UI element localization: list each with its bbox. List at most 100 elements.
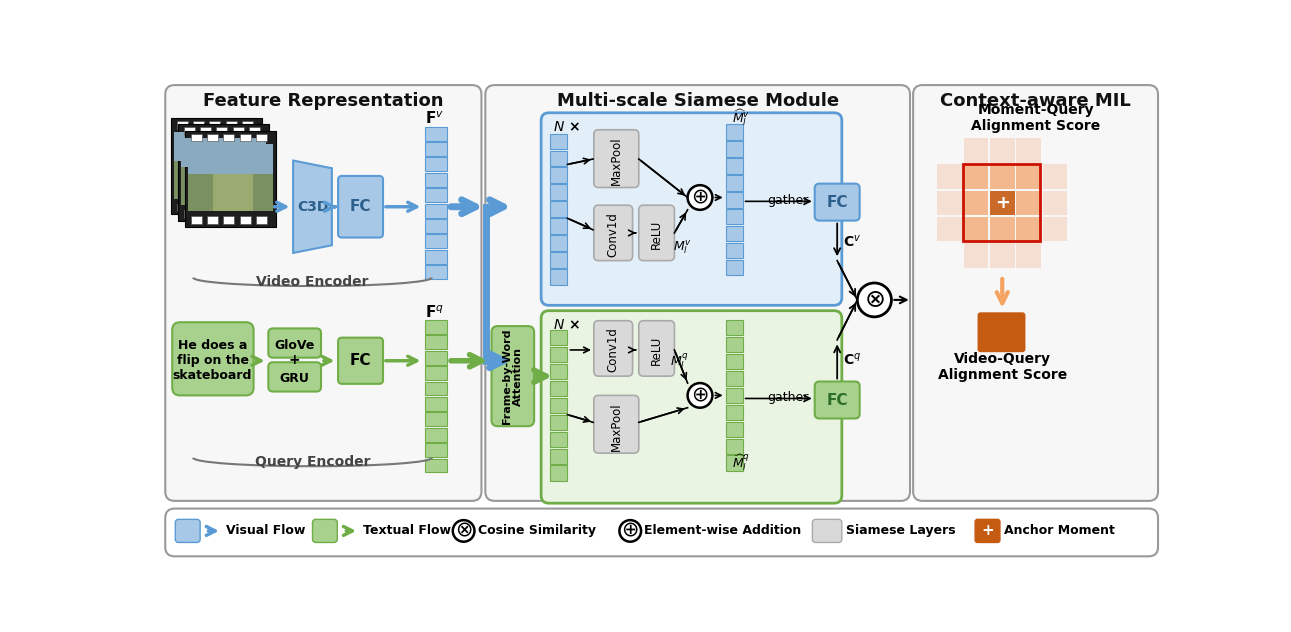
Bar (223, 133, 234, 142)
FancyBboxPatch shape (979, 313, 1025, 351)
Bar (550, 398, 568, 413)
FancyBboxPatch shape (269, 329, 321, 358)
FancyBboxPatch shape (812, 520, 842, 542)
Text: Cosine Similarity: Cosine Similarity (478, 525, 595, 537)
Text: $\oplus$: $\oplus$ (621, 521, 639, 541)
Text: +: + (995, 194, 1010, 212)
FancyBboxPatch shape (594, 396, 639, 453)
FancyBboxPatch shape (165, 85, 482, 501)
Bar (181, 138, 266, 167)
Text: gather: gather (767, 391, 808, 404)
Bar (170, 118, 262, 214)
Bar (726, 371, 742, 386)
Circle shape (453, 520, 475, 542)
Bar (174, 132, 259, 161)
Bar (726, 142, 742, 157)
Text: ReLU: ReLU (651, 220, 664, 249)
FancyBboxPatch shape (639, 205, 674, 260)
Bar (1016, 191, 1041, 216)
Bar (726, 158, 742, 174)
Bar (425, 250, 447, 264)
Bar (209, 121, 221, 129)
Text: Conv1d: Conv1d (607, 212, 620, 257)
Circle shape (620, 520, 642, 542)
Bar (232, 210, 244, 217)
Bar (174, 132, 259, 199)
Text: $N$ ×: $N$ × (553, 121, 580, 135)
Bar (726, 404, 742, 420)
Bar (425, 126, 447, 140)
Text: Context-aware MIL: Context-aware MIL (940, 92, 1131, 110)
Bar (550, 218, 568, 234)
Bar (726, 243, 742, 258)
FancyBboxPatch shape (165, 509, 1158, 556)
Circle shape (688, 383, 713, 408)
FancyBboxPatch shape (485, 85, 910, 501)
Bar (256, 133, 267, 142)
Bar (1016, 164, 1041, 189)
Bar (191, 216, 201, 224)
Bar (207, 133, 218, 142)
Bar (990, 217, 1015, 241)
Bar (199, 161, 239, 199)
Bar (183, 210, 195, 217)
Text: $\mathbf{C}^q$: $\mathbf{C}^q$ (843, 351, 861, 367)
Bar (550, 150, 568, 166)
FancyBboxPatch shape (338, 176, 383, 238)
Bar (726, 354, 742, 369)
Text: MaxPool: MaxPool (609, 137, 622, 185)
Bar (425, 459, 447, 472)
Bar (963, 138, 989, 163)
Bar (249, 128, 259, 135)
Bar (183, 128, 195, 135)
Bar (240, 133, 250, 142)
Bar (726, 337, 742, 352)
Bar (550, 380, 568, 396)
Bar (177, 121, 187, 129)
Text: GRU: GRU (280, 372, 310, 385)
Bar (191, 133, 201, 142)
FancyBboxPatch shape (594, 320, 633, 376)
Bar (232, 128, 244, 135)
Text: $N$ ×: $N$ × (553, 317, 580, 332)
Bar (249, 210, 259, 217)
Bar (177, 204, 187, 211)
Circle shape (688, 185, 713, 210)
Bar (550, 449, 568, 464)
Bar (550, 202, 568, 217)
Bar (1043, 217, 1068, 241)
Text: FC: FC (350, 199, 372, 214)
Bar (937, 191, 962, 216)
Text: FC: FC (350, 353, 372, 368)
Bar (963, 164, 1041, 241)
FancyBboxPatch shape (815, 382, 860, 418)
Text: Moment-Query
Alignment Score: Moment-Query Alignment Score (971, 103, 1100, 133)
Bar (1016, 138, 1041, 163)
FancyBboxPatch shape (594, 205, 633, 260)
Bar (990, 243, 1015, 267)
Bar (256, 216, 267, 224)
Bar (550, 167, 568, 183)
FancyBboxPatch shape (913, 85, 1158, 501)
FancyBboxPatch shape (172, 322, 253, 396)
Bar (200, 210, 210, 217)
Bar (425, 351, 447, 365)
Text: +: + (981, 523, 994, 538)
Bar (178, 125, 269, 221)
Text: +: + (289, 353, 301, 367)
Bar (425, 366, 447, 380)
Bar (1043, 191, 1068, 216)
Text: Conv1d: Conv1d (607, 327, 620, 372)
Bar (194, 121, 204, 129)
Bar (425, 336, 447, 349)
Text: Anchor Moment: Anchor Moment (1004, 525, 1114, 537)
Bar (187, 144, 272, 174)
FancyBboxPatch shape (594, 130, 639, 188)
Bar (205, 167, 245, 205)
Bar (726, 192, 742, 207)
Bar (181, 138, 266, 205)
Text: FC: FC (826, 195, 848, 210)
Bar (425, 142, 447, 156)
Text: $\mathbf{F}^v$: $\mathbf{F}^v$ (426, 111, 444, 127)
Bar (726, 209, 742, 224)
